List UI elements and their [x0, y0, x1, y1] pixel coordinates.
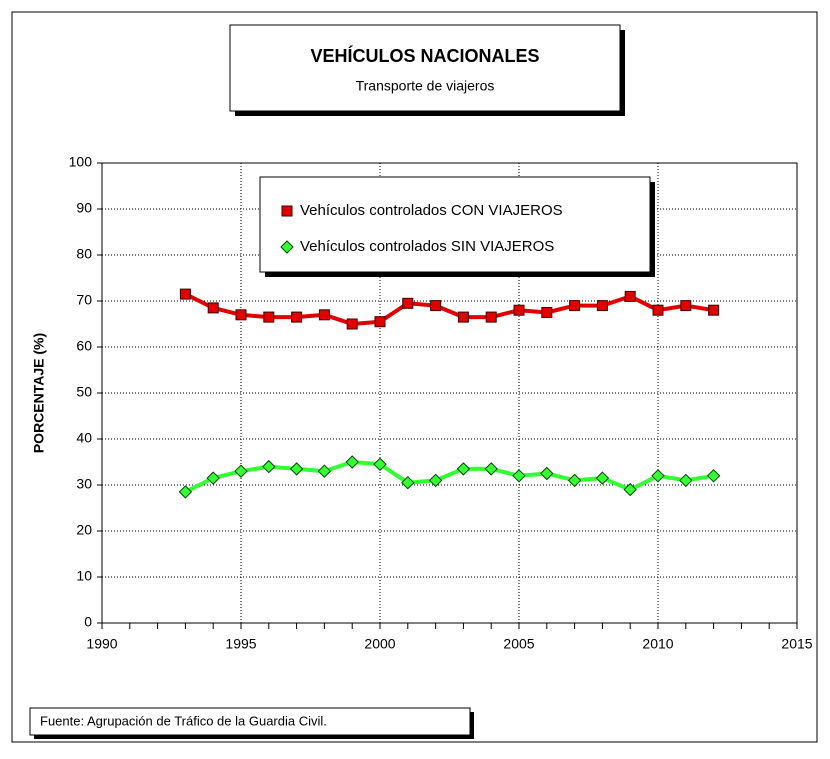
marker — [235, 309, 247, 321]
marker — [262, 459, 276, 474]
marker — [234, 464, 248, 478]
marker — [485, 311, 497, 323]
marker — [345, 455, 359, 469]
marker — [402, 297, 414, 309]
marker — [291, 311, 303, 323]
marker — [595, 471, 610, 485]
y-tick-label: 0 — [84, 614, 92, 630]
y-tick-label: 60 — [76, 338, 92, 354]
chart-title: VEHÍCULOS NACIONALES — [310, 45, 539, 66]
marker — [318, 309, 330, 321]
y-tick-label: 30 — [76, 476, 92, 492]
marker — [428, 473, 443, 488]
x-tick-label: 2005 — [503, 636, 534, 652]
marker — [430, 300, 442, 312]
x-tick-label: 2015 — [781, 636, 812, 652]
marker — [512, 469, 526, 483]
y-tick-label: 100 — [69, 154, 93, 170]
marker — [624, 290, 636, 302]
marker — [401, 475, 415, 490]
x-tick-label: 2010 — [642, 636, 673, 652]
legend-label: Vehículos controlados CON VIAJEROS — [300, 202, 563, 219]
marker — [513, 304, 525, 316]
legend-label: Vehículos controlados SIN VIAJEROS — [300, 238, 554, 255]
marker — [652, 304, 664, 316]
marker — [206, 471, 220, 485]
y-tick-label: 80 — [76, 246, 92, 262]
source-box — [29, 707, 471, 736]
marker — [706, 469, 721, 483]
marker — [541, 307, 553, 318]
y-axis-label: PORCENTAJE (%) — [31, 333, 47, 453]
marker — [179, 288, 191, 300]
x-tick-label: 1995 — [225, 636, 256, 652]
marker — [207, 302, 219, 314]
legend-marker — [281, 205, 293, 217]
x-tick-label: 2000 — [364, 636, 395, 652]
y-tick-label: 10 — [76, 568, 92, 584]
marker — [178, 485, 193, 499]
title-box — [229, 24, 621, 112]
marker — [708, 304, 720, 316]
source: Fuente: Agrupación de Tráfico de la Guar… — [40, 713, 327, 728]
marker — [569, 300, 581, 312]
y-tick-label: 40 — [76, 430, 92, 446]
marker — [373, 457, 387, 472]
y-tick-label: 20 — [76, 522, 92, 538]
y-tick-label: 50 — [76, 384, 92, 400]
chart-subtitle: Transporte de viajeros — [356, 78, 495, 94]
marker — [540, 466, 554, 481]
legend-marker — [280, 240, 294, 254]
legend — [259, 176, 651, 273]
marker — [456, 462, 471, 476]
marker — [680, 300, 692, 312]
marker — [623, 482, 637, 497]
marker — [567, 473, 582, 488]
marker — [679, 473, 693, 488]
marker — [346, 318, 358, 330]
marker — [289, 462, 304, 476]
marker — [457, 311, 469, 323]
marker — [263, 311, 275, 323]
marker — [484, 462, 498, 476]
y-tick-label: 90 — [76, 200, 92, 216]
x-tick-label: 1990 — [86, 636, 117, 652]
marker — [374, 316, 386, 328]
marker — [317, 464, 332, 478]
y-tick-label: 70 — [76, 292, 92, 308]
marker — [651, 469, 665, 483]
marker — [596, 300, 608, 312]
